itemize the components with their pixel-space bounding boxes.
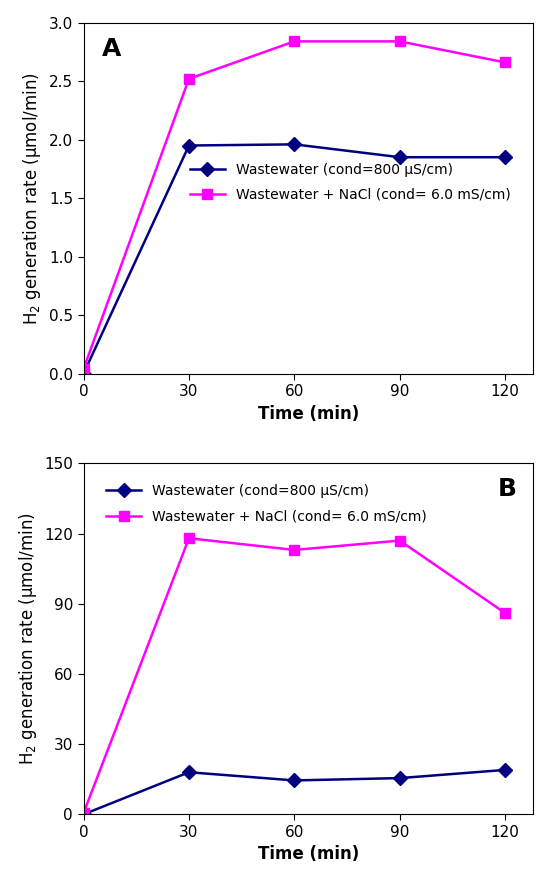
X-axis label: Time (min): Time (min) (258, 846, 359, 863)
Wastewater + NaCl (cond= 6.0 mS/cm) (186, 74, 192, 84)
Wastewater (cond=800 μS/cm) (397, 152, 403, 163)
Wastewater (cond=800 μS/cm) (502, 152, 509, 163)
Legend: Wastewater (cond=800 μS/cm), Wastewater + NaCl (cond= 6.0 mS/cm): Wastewater (cond=800 μS/cm), Wastewater … (100, 477, 434, 531)
Wastewater (cond=800 μS/cm) (80, 369, 87, 379)
Wastewater + NaCl (cond= 6.0 mS/cm) (397, 535, 403, 546)
Wastewater + NaCl (cond= 6.0 mS/cm) (291, 36, 298, 47)
Wastewater (cond=800 μS/cm) (291, 775, 298, 786)
Legend: Wastewater (cond=800 μS/cm), Wastewater + NaCl (cond= 6.0 mS/cm): Wastewater (cond=800 μS/cm), Wastewater … (183, 156, 518, 209)
Wastewater (cond=800 μS/cm) (502, 765, 509, 775)
Text: B: B (497, 478, 516, 502)
Wastewater + NaCl (cond= 6.0 mS/cm) (397, 36, 403, 47)
Wastewater + NaCl (cond= 6.0 mS/cm) (80, 363, 87, 374)
Text: A: A (102, 37, 121, 61)
Wastewater (cond=800 μS/cm) (186, 767, 192, 778)
Wastewater (cond=800 μS/cm) (80, 809, 87, 819)
Line: Wastewater (cond=800 μS/cm): Wastewater (cond=800 μS/cm) (79, 140, 510, 378)
Line: Wastewater (cond=800 μS/cm): Wastewater (cond=800 μS/cm) (79, 765, 510, 819)
Line: Wastewater + NaCl (cond= 6.0 mS/cm): Wastewater + NaCl (cond= 6.0 mS/cm) (79, 37, 510, 374)
Wastewater (cond=800 μS/cm) (291, 139, 298, 150)
Wastewater + NaCl (cond= 6.0 mS/cm) (502, 57, 509, 68)
Wastewater + NaCl (cond= 6.0 mS/cm) (502, 608, 509, 619)
Line: Wastewater + NaCl (cond= 6.0 mS/cm): Wastewater + NaCl (cond= 6.0 mS/cm) (79, 533, 510, 818)
X-axis label: Time (min): Time (min) (258, 405, 359, 422)
Y-axis label: H$_2$ generation rate (μmol/min): H$_2$ generation rate (μmol/min) (16, 512, 38, 766)
Wastewater (cond=800 μS/cm) (186, 140, 192, 150)
Wastewater (cond=800 μS/cm) (397, 773, 403, 783)
Wastewater + NaCl (cond= 6.0 mS/cm) (80, 808, 87, 818)
Wastewater + NaCl (cond= 6.0 mS/cm) (186, 533, 192, 544)
Y-axis label: H$_2$ generation rate (μmol/min): H$_2$ generation rate (μmol/min) (21, 72, 43, 325)
Wastewater + NaCl (cond= 6.0 mS/cm) (291, 545, 298, 555)
